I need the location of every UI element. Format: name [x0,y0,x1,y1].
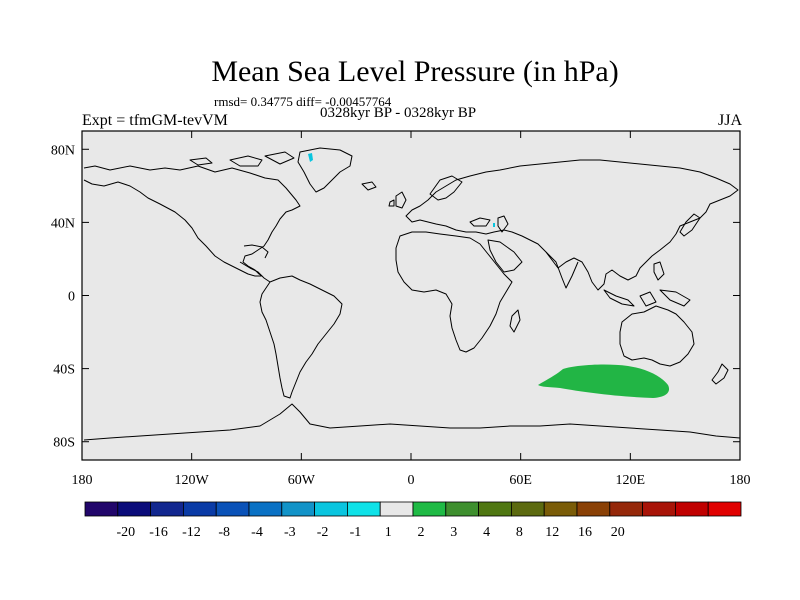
lat-tick-label: 40S [53,363,75,378]
colorbar [84,501,742,517]
colorbar-label: -2 [317,525,329,540]
colorbar-label: 12 [545,525,559,540]
coast-caspian [497,215,509,233]
lon-tick-label: 0 [408,473,415,488]
lat-tick-label: 80N [51,143,75,158]
period-line: 0328kyr BP - 0328kyr BP [320,105,477,121]
anomaly-patch-middle-east [493,223,495,227]
colorbar-swatch [642,501,676,517]
coast-gulf [243,244,269,259]
coast-australia [619,305,695,367]
colorbar-label: 16 [578,525,592,540]
lon-tick-label: 60E [509,473,532,488]
colorbar-swatch [675,501,709,517]
lon-tick-label: 180 [730,473,751,488]
coast-japan [679,213,701,237]
anomaly-patch-greenland [308,153,313,162]
lon-tick-label: 120E [616,473,646,488]
map-panel: 80N 40N 0 40S 80S 180 120W 60W 0 60E 120E 180 [51,130,751,488]
colorbar-label: -1 [350,525,362,540]
coast-central-america [239,261,271,283]
coast-iceland [361,181,377,191]
coast-south-america [259,275,343,399]
colorbar-label: 3 [450,525,457,540]
coast-greenland [297,147,353,193]
coast-black-sea [469,217,491,227]
colorbar-swatch [609,501,643,517]
colorbar-swatch [117,501,152,517]
lat-tick-label: 80S [53,436,75,451]
colorbar-label: 8 [516,525,523,540]
colorbar-swatch [314,501,348,517]
colorbar-label: 4 [483,525,490,540]
season-label: JJA [717,112,742,129]
colorbar-swatch [182,501,217,517]
coast-southeast-asia [603,289,691,307]
colorbar-swatch [576,501,611,517]
coastlines [83,147,741,441]
map-ticks [81,131,741,460]
colorbar-label: 20 [611,525,625,540]
colorbar-swatch [248,501,283,517]
anomaly-patch-southern-ocean [538,364,670,398]
colorbar-swatch [84,501,119,517]
coast-madagascar [509,309,521,333]
colorbar-swatch [543,501,578,517]
map-tick-labels: 80N 40N 0 40S 80S 180 120W 60W 0 60E 120E 180 [51,143,751,488]
colorbar-label: -12 [182,525,201,540]
coast-british-isles [388,191,407,209]
colorbar-label: -4 [251,525,263,540]
lon-tick-label: 120W [175,473,210,488]
coast-india [545,251,579,289]
colorbar-swatch [215,501,250,517]
colorbar-swatch [412,501,447,517]
map-background [82,131,740,460]
coast-antarctica [83,403,741,441]
coast-philippines [653,261,665,281]
colorbar-label: -8 [218,525,230,540]
stats-line: rmsd= 0.34775 diff= -0.00457764 [214,94,392,109]
colorbar-labels: -20 -16 -12 -8 -4 -3 -2 -1 1 2 3 4 8 12 16 20 [116,525,624,540]
colorbar-swatch [281,501,315,517]
colorbar-label: -20 [116,525,135,540]
lat-tick-label: 40N [51,216,75,231]
colorbar-label: -16 [149,525,168,540]
colorbar-swatch [445,501,479,517]
colorbar-label: -3 [284,525,296,540]
colorbar-swatch [346,501,381,517]
experiment-label: Expt = tfmGM-tevVM [82,112,228,129]
colorbar-label: 1 [385,525,392,540]
colorbar-swatch [707,501,742,517]
lon-tick-label: 180 [72,473,93,488]
colorbar-swatch [478,501,512,517]
coast-africa [395,231,513,353]
coast-north-america [83,165,301,277]
coast-arabia [487,239,523,273]
coast-scandinavia [429,175,463,201]
colorbar-swatch [510,501,545,517]
colorbar-label: 2 [418,525,425,540]
coast-arctic-islands [189,151,295,167]
colorbar-swatch [150,501,184,517]
coast-new-zealand [711,363,729,385]
map-title: Mean Sea Level Pressure (in hPa) [211,55,619,88]
colorbar-swatch [379,501,414,517]
lat-tick-label: 0 [68,290,75,305]
lon-tick-label: 60W [288,473,316,488]
